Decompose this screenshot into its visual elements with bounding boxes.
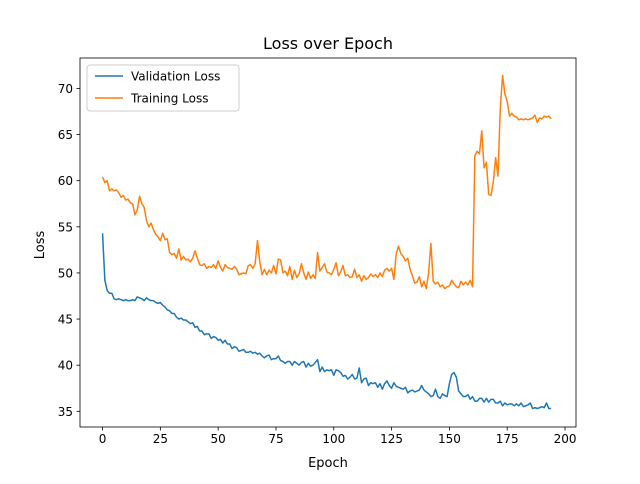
y-tick-label: 50	[58, 266, 73, 280]
legend-label-2: Training Loss	[130, 92, 208, 106]
x-tick-label: 200	[554, 432, 577, 446]
y-tick-label: 35	[58, 405, 73, 419]
series-line-2	[101, 74, 552, 290]
x-tick-label: 100	[322, 432, 345, 446]
y-tick-label: 60	[58, 174, 73, 188]
y-axis-label: Loss	[33, 231, 48, 260]
x-axis-label: Epoch	[308, 456, 348, 471]
legend: Validation Loss Training Loss	[86, 64, 240, 112]
y-tick-label: 70	[58, 82, 73, 96]
x-tick-label: 50	[211, 432, 226, 446]
series-line-1	[101, 233, 552, 410]
x-tick-label: 25	[153, 432, 168, 446]
x-tick-label: 175	[496, 432, 519, 446]
y-tick-label: 40	[58, 359, 73, 373]
legend-box	[86, 64, 240, 112]
x-tick-label: 0	[99, 432, 107, 446]
y-tick-label: 45	[58, 313, 73, 327]
y-tick-label: 65	[58, 128, 73, 142]
axes: 0 25 50 75 100 125 150 175 200 35 40 45 50 55 60 65 70	[58, 57, 577, 446]
plot-area	[101, 74, 552, 410]
y-tick-label: 55	[58, 220, 73, 234]
legend-label-1: Validation Loss	[131, 70, 220, 84]
x-tick-label: 75	[268, 432, 283, 446]
axes-frame	[79, 57, 577, 428]
x-tick-label: 125	[380, 432, 403, 446]
x-tick-label: 150	[438, 432, 461, 446]
chart-title: Loss over Epoch	[263, 34, 393, 53]
